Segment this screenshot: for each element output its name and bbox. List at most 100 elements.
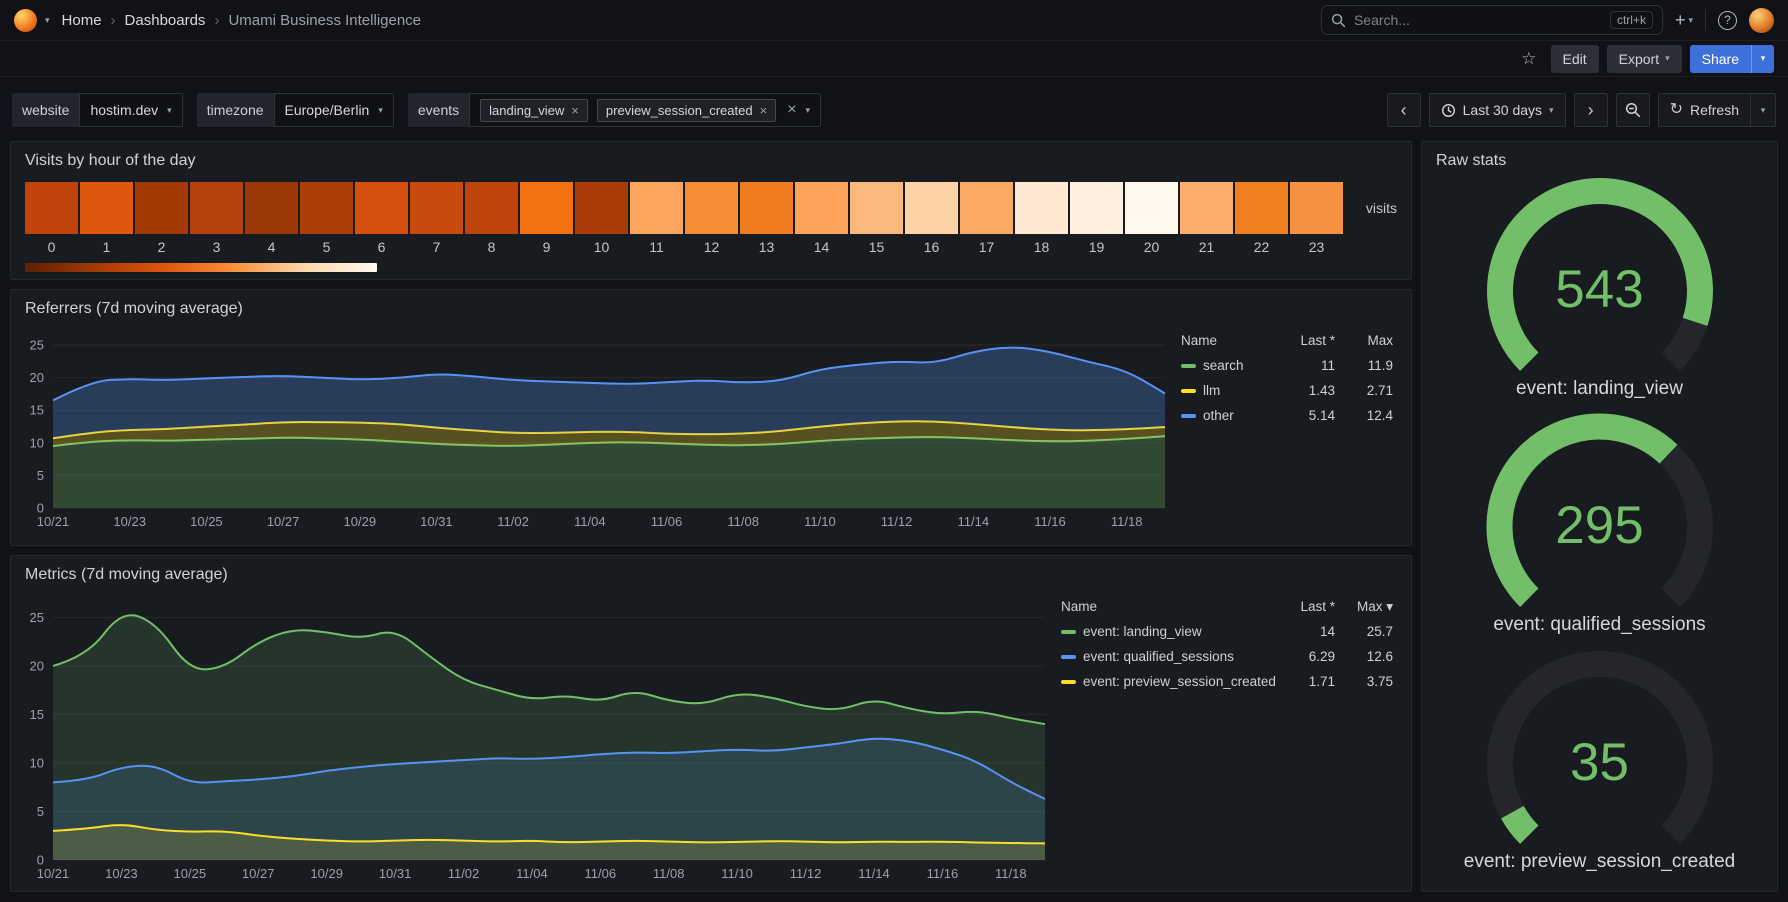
star-button[interactable]: ☆ xyxy=(1515,47,1542,71)
gauge-wrap: 543 xyxy=(1470,176,1730,376)
heatmap-cell-hour-20[interactable] xyxy=(1125,182,1178,234)
series-name[interactable]: event: qualified_sessions xyxy=(1083,649,1234,664)
heatmap-cell-hour-12[interactable] xyxy=(685,182,738,234)
heatmap-cell-hour-15[interactable] xyxy=(850,182,903,234)
legend-header-name[interactable]: Name xyxy=(1181,333,1218,348)
variable-value-website: hostim.dev xyxy=(90,102,159,118)
legend-header-max[interactable]: Max ▾ xyxy=(1356,598,1393,614)
panel-title-visits[interactable]: Visits by hour of the day xyxy=(25,152,196,169)
heatmap-cell-hour-13[interactable] xyxy=(740,182,793,234)
share-menu-caret[interactable]: ▾ xyxy=(1751,44,1774,73)
breadcrumb-current: Umami Business Intelligence xyxy=(228,11,422,29)
legend-header-max[interactable]: Max xyxy=(1367,333,1393,348)
heatmap-cell-hour-2[interactable] xyxy=(135,182,188,234)
refresh-interval-caret[interactable]: ▾ xyxy=(1751,93,1776,127)
series-name[interactable]: other xyxy=(1203,408,1234,423)
heatmap-hour-tick: 7 xyxy=(432,239,441,255)
remove-chip-icon[interactable]: × xyxy=(759,102,768,118)
heatmap-cell-hour-3[interactable] xyxy=(190,182,243,234)
top-nav: ▾ Home › Dashboards › Umami Business Int… xyxy=(0,0,1788,41)
variable-select-website[interactable]: hostim.dev ▾ xyxy=(79,93,183,127)
series-max-value: 2.71 xyxy=(1366,383,1393,398)
heatmap-cell-hour-6[interactable] xyxy=(355,182,408,234)
series-name[interactable]: llm xyxy=(1203,383,1221,398)
share-button-label: Share xyxy=(1701,50,1739,67)
svg-text:10/31: 10/31 xyxy=(379,866,412,881)
gauge-label: event: preview_session_created xyxy=(1463,850,1736,872)
svg-text:11/16: 11/16 xyxy=(1034,514,1066,529)
legend-header-last[interactable]: Last * xyxy=(1300,333,1335,348)
heatmap-cell-hour-4[interactable] xyxy=(245,182,298,234)
series-max-value: 12.4 xyxy=(1366,408,1393,423)
heatmap-cell-hour-11[interactable] xyxy=(630,182,683,234)
legend-row: event: preview_session_created 1.71 3.75 xyxy=(1061,669,1393,694)
heatmap-cell-hour-8[interactable] xyxy=(465,182,518,234)
variable-select-events[interactable]: landing_view × preview_session_created ×… xyxy=(469,93,822,127)
chevron-right-icon: › xyxy=(1587,100,1594,120)
breadcrumb-home[interactable]: Home xyxy=(61,11,102,29)
remove-chip-icon[interactable]: × xyxy=(571,102,579,118)
heatmap-cell-hour-23[interactable] xyxy=(1290,182,1343,234)
panel-referrers: Referrers (7d moving average) 0 5 10 15 20 25… xyxy=(10,289,1412,546)
series-name[interactable]: event: preview_session_created xyxy=(1083,674,1276,689)
avatar[interactable] xyxy=(1749,7,1774,33)
heatmap-cell-hour-22[interactable] xyxy=(1235,182,1288,234)
grafana-logo[interactable] xyxy=(14,8,37,32)
heatmap-cell-hour-10[interactable] xyxy=(575,182,628,234)
referrers-chart[interactable]: 0 5 10 15 20 25 10/21 10/23 10/25 10/27 10/29 10/31… xyxy=(17,322,1181,534)
panel-title-referrers[interactable]: Referrers (7d moving average) xyxy=(25,300,243,317)
svg-text:11/14: 11/14 xyxy=(858,866,890,881)
time-range-picker[interactable]: Last 30 days ▾ xyxy=(1428,93,1566,127)
series-swatch xyxy=(1061,679,1076,684)
svg-text:11/14: 11/14 xyxy=(958,514,990,529)
help-icon[interactable]: ? xyxy=(1718,10,1737,30)
heatmap-cell-hour-5[interactable] xyxy=(300,182,353,234)
gauge-landing-view: 543 event: landing_view xyxy=(1422,176,1777,400)
right-column: Raw stats 543 event: landing_view 295 xyxy=(1421,141,1778,892)
event-chip-preview-session-created[interactable]: preview_session_created × xyxy=(596,98,777,122)
heatmap-cell-hour-0[interactable] xyxy=(25,182,78,234)
heatmap-cell-hour-19[interactable] xyxy=(1070,182,1123,234)
series-name[interactable]: search xyxy=(1203,358,1244,373)
variable-select-timezone[interactable]: Europe/Berlin ▾ xyxy=(273,93,394,127)
panel-title-metrics[interactable]: Metrics (7d moving average) xyxy=(25,566,228,583)
heatmap-cell-hour-7[interactable] xyxy=(410,182,463,234)
legend-header-name[interactable]: Name xyxy=(1061,599,1098,614)
time-forward-button[interactable]: › xyxy=(1573,93,1608,127)
heatmap-cell-hour-18[interactable] xyxy=(1015,182,1068,234)
heatmap-cell-hour-21[interactable] xyxy=(1180,182,1233,234)
gauge-wrap: 295 xyxy=(1470,412,1730,612)
heatmap-cell-hour-14[interactable] xyxy=(795,182,848,234)
svg-text:10/23: 10/23 xyxy=(113,514,146,529)
heatmap-hour-tick: 5 xyxy=(322,239,331,255)
heatmap-cell-hour-1[interactable] xyxy=(80,182,133,234)
heatmap-hour-tick: 17 xyxy=(978,239,995,255)
refresh-button[interactable]: ↻ Refresh xyxy=(1657,93,1751,127)
search-input[interactable]: Search... ctrl+k xyxy=(1320,5,1663,35)
nav-left-group: ▾ Home › Dashboards › Umami Business Int… xyxy=(14,8,422,32)
org-chevron-down-icon[interactable]: ▾ xyxy=(45,14,50,25)
metrics-chart[interactable]: 0 5 10 15 20 25 10/21 10/23 10/25 10/27 10/29 10/31… xyxy=(17,588,1061,886)
panel-title-raw-stats[interactable]: Raw stats xyxy=(1436,152,1507,169)
share-button[interactable]: Share xyxy=(1689,44,1751,73)
breadcrumb-dashboards[interactable]: Dashboards xyxy=(124,11,206,29)
variable-timezone: timezone Europe/Berlin ▾ xyxy=(196,93,394,127)
referrers-body: 0 5 10 15 20 25 10/21 10/23 10/25 10/27 10/29 10/31… xyxy=(11,318,1411,534)
event-chip-landing-view[interactable]: landing_view × xyxy=(480,98,588,122)
zoom-out-button[interactable] xyxy=(1615,93,1650,127)
export-button[interactable]: Export ▾ xyxy=(1606,44,1682,73)
heatmap-cell-hour-17[interactable] xyxy=(960,182,1013,234)
clear-events-icon[interactable]: × xyxy=(787,101,797,118)
legend-header-row: Name Last * Max xyxy=(1181,328,1393,353)
add-button[interactable]: + ▾ xyxy=(1675,10,1693,31)
series-name[interactable]: event: landing_view xyxy=(1083,624,1202,639)
edit-button[interactable]: Edit xyxy=(1550,44,1599,73)
time-range-label: Last 30 days xyxy=(1462,102,1543,118)
legend-header-last[interactable]: Last * xyxy=(1300,599,1335,614)
heatmap-cell-hour-9[interactable] xyxy=(520,182,573,234)
heatmap-cell-hour-16[interactable] xyxy=(905,182,958,234)
svg-text:25: 25 xyxy=(30,338,44,353)
time-back-button[interactable]: ‹ xyxy=(1386,93,1421,127)
breadcrumb: Home › Dashboards › Umami Business Intel… xyxy=(62,12,422,29)
